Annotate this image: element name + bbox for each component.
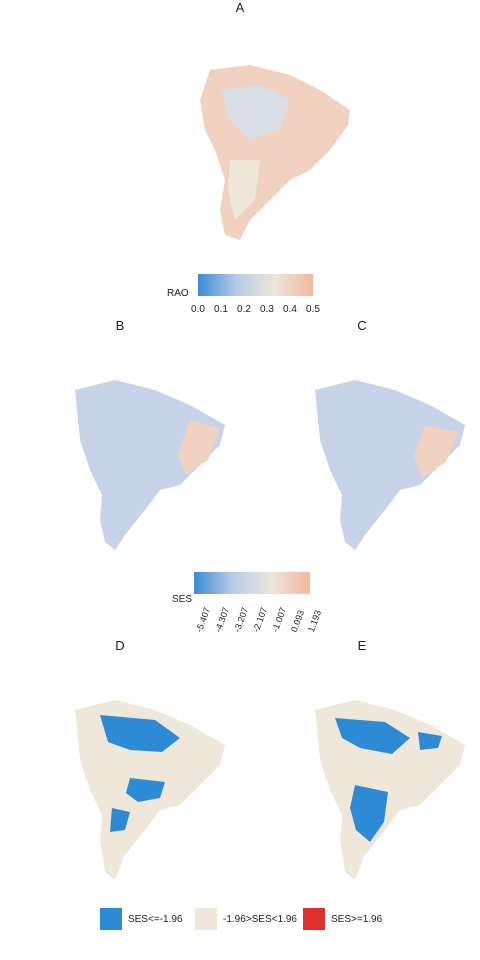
legend-label: SES>=1.96 <box>331 913 383 925</box>
legend-ses-tick: -5.407 <box>194 606 213 634</box>
legend-label: SES<=-1.96 <box>128 913 183 925</box>
swatch <box>195 908 217 930</box>
panel-label-b: B <box>115 318 125 333</box>
warm-zone <box>414 425 458 478</box>
legend-sig-item-negative: SES<=-1.96 <box>100 908 182 930</box>
legend-ses-tick: 1.193 <box>306 608 324 634</box>
negative-ses-zone <box>335 718 410 754</box>
pale-zone <box>228 160 260 220</box>
legend-rao-tick: 0.0 <box>191 304 205 315</box>
legend-rao-colorbar <box>198 274 313 296</box>
legend-rao-tick: 0.2 <box>237 304 251 315</box>
legend-rao-title: RAO <box>167 288 189 299</box>
negative-ses-zone <box>100 715 180 752</box>
map-d-significance <box>75 700 225 880</box>
negative-ses-zone <box>126 778 165 802</box>
negative-ses-zone <box>110 808 130 832</box>
legend-rao-tick: 0.1 <box>214 304 228 315</box>
cool-zone <box>220 85 290 140</box>
panel-label-e: E <box>357 638 367 653</box>
legend-rao-tick: 0.5 <box>306 304 320 315</box>
legend-rao-tick: 0.4 <box>283 304 297 315</box>
legend-ses-tick: -2.107 <box>251 606 270 634</box>
legend-ses-tick: -4.307 <box>213 606 232 634</box>
map-e-significance <box>315 700 465 880</box>
legend-ses-title: SES <box>172 594 193 605</box>
negative-ses-zone <box>418 732 442 750</box>
swatch <box>303 908 325 930</box>
panel-label-d: D <box>115 638 125 653</box>
map-b-ses <box>75 380 225 550</box>
legend-ses-tick: -3.207 <box>232 606 251 634</box>
negative-ses-zone <box>350 785 388 842</box>
panel-label-a: A <box>235 0 245 15</box>
map-a-rao <box>200 65 350 240</box>
legend-ses-tick: 0.093 <box>289 608 307 634</box>
panel-label-c: C <box>357 318 367 333</box>
warm-zone <box>178 420 220 475</box>
legend-sig-item-neutral: -1.96>SES<1.96 <box>195 908 297 930</box>
legend-ses-tick: -1.007 <box>270 606 289 634</box>
legend-ses-colorbar <box>194 572 310 594</box>
swatch <box>100 908 122 930</box>
map-c-ses <box>315 380 465 550</box>
legend-rao-tick: 0.3 <box>260 304 274 315</box>
legend-sig-item-positive: SES>=1.96 <box>303 908 382 930</box>
legend-label: -1.96>SES<1.96 <box>223 913 297 925</box>
